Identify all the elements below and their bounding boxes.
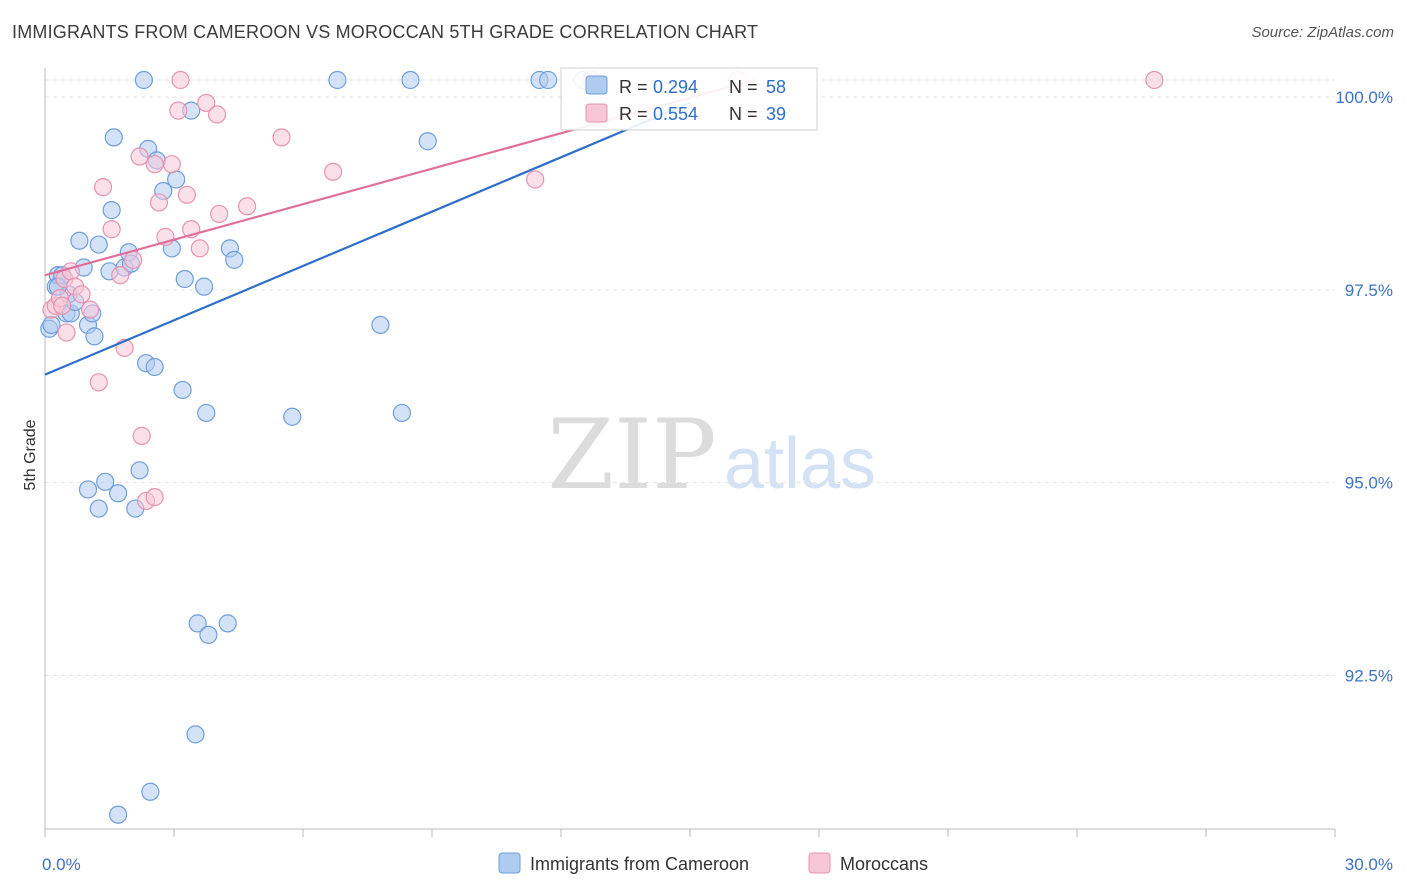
y-axis-label: 5th Grade xyxy=(22,419,39,490)
data-point xyxy=(190,239,209,258)
chart-title: IMMIGRANTS FROM CAMEROON VS MOROCCAN 5TH… xyxy=(12,22,759,42)
data-point xyxy=(124,250,143,269)
data-point xyxy=(392,403,411,423)
data-point xyxy=(272,128,291,147)
data-point xyxy=(141,782,160,801)
trend-line-cameroon xyxy=(44,101,691,376)
data-point xyxy=(188,614,207,633)
stats-legend: R = 0.294 N = 58 R = 0.554 N = 39 xyxy=(560,67,818,131)
data-point xyxy=(197,93,216,113)
data-point xyxy=(111,266,130,285)
data-point xyxy=(1145,70,1164,90)
stats-r-value-cameroon: 0.294 xyxy=(653,77,698,97)
data-point xyxy=(169,101,188,120)
data-point xyxy=(57,323,76,342)
data-point xyxy=(132,426,151,445)
x-tick-label: 0.0% xyxy=(42,855,81,874)
x-tick-label: 30.0% xyxy=(1345,855,1393,874)
data-point xyxy=(238,197,257,216)
data-point xyxy=(149,193,169,212)
svg-text:R = 0.554 N =: R = 0.554 N = 39 xyxy=(619,104,786,124)
data-point xyxy=(418,132,437,151)
data-point xyxy=(526,170,545,189)
data-point xyxy=(102,220,121,239)
data-point xyxy=(197,403,216,423)
data-point xyxy=(210,204,229,224)
stats-r-value-moroccans: 0.554 xyxy=(653,104,698,124)
data-point xyxy=(134,70,153,90)
data-point xyxy=(218,614,237,633)
data-point xyxy=(195,277,214,296)
legend-swatch-cameroon xyxy=(498,852,521,874)
data-point xyxy=(186,725,205,744)
data-point xyxy=(89,373,108,392)
data-point xyxy=(167,170,186,189)
data-point xyxy=(85,327,104,346)
data-point xyxy=(283,407,302,426)
data-point xyxy=(173,380,192,400)
legend-label-cameroon: Immigrants from Cameroon xyxy=(530,854,749,874)
y-tick-label: 95.0% xyxy=(1345,474,1393,493)
watermark: ZIP atlas xyxy=(547,399,876,511)
watermark-zip: ZIP xyxy=(547,399,716,511)
data-point xyxy=(89,235,108,254)
data-point xyxy=(145,357,164,377)
data-point xyxy=(401,70,420,90)
series-cameroon-points xyxy=(40,70,592,824)
data-point xyxy=(102,201,121,220)
data-point xyxy=(130,147,149,166)
svg-text:R = 0.294 N =: R = 0.294 N = 58 xyxy=(619,77,786,97)
data-point xyxy=(177,185,196,204)
data-point xyxy=(171,70,190,90)
source-label: Source: ZipAtlas.com xyxy=(1251,24,1394,41)
data-point xyxy=(225,250,244,269)
y-tick-label: 100.0% xyxy=(1335,88,1393,107)
stats-swatch-cameroon xyxy=(585,75,608,95)
stats-r-label-moroccans: R = xyxy=(619,104,648,124)
data-point xyxy=(42,315,61,335)
data-point xyxy=(145,488,164,507)
data-point xyxy=(108,484,128,503)
data-point xyxy=(199,625,218,644)
data-point xyxy=(108,805,128,824)
stats-n-value-moroccans: 39 xyxy=(766,104,786,124)
stats-n-label-cameroon: N = xyxy=(729,77,758,97)
series-legend: Immigrants from Cameroon Moroccans xyxy=(498,852,928,874)
stats-swatch-moroccans xyxy=(585,103,608,123)
y-tick-label: 97.5% xyxy=(1345,281,1393,300)
y-tick-labels: 100.0% 97.5% 95.0% 92.5% xyxy=(1335,88,1393,686)
data-point xyxy=(145,155,164,174)
stats-n-value-cameroon: 58 xyxy=(766,77,786,97)
data-point xyxy=(96,472,115,491)
legend-label-moroccans: Moroccans xyxy=(840,854,928,874)
data-point xyxy=(78,480,98,499)
x-ticks xyxy=(44,829,1336,837)
data-point xyxy=(207,105,227,124)
gridlines xyxy=(45,79,1335,676)
data-point xyxy=(324,162,343,181)
data-point xyxy=(89,499,108,518)
data-point xyxy=(328,70,347,90)
data-point xyxy=(538,70,558,90)
data-point xyxy=(72,285,91,304)
data-point xyxy=(104,128,123,147)
y-tick-label: 92.5% xyxy=(1345,667,1393,686)
data-point xyxy=(130,461,149,480)
data-point xyxy=(162,155,181,174)
data-point xyxy=(81,300,100,319)
watermark-atlas: atlas xyxy=(724,424,876,504)
data-point xyxy=(371,315,390,335)
stats-n-label-moroccans: N = xyxy=(729,104,758,124)
data-point xyxy=(70,231,89,250)
x-tick-labels: 0.0% 30.0% xyxy=(42,855,1393,874)
data-point xyxy=(53,296,72,315)
legend-swatch-moroccans xyxy=(808,852,831,874)
data-point xyxy=(93,178,113,197)
data-point xyxy=(175,269,194,289)
stats-r-label-cameroon: R = xyxy=(619,77,648,97)
